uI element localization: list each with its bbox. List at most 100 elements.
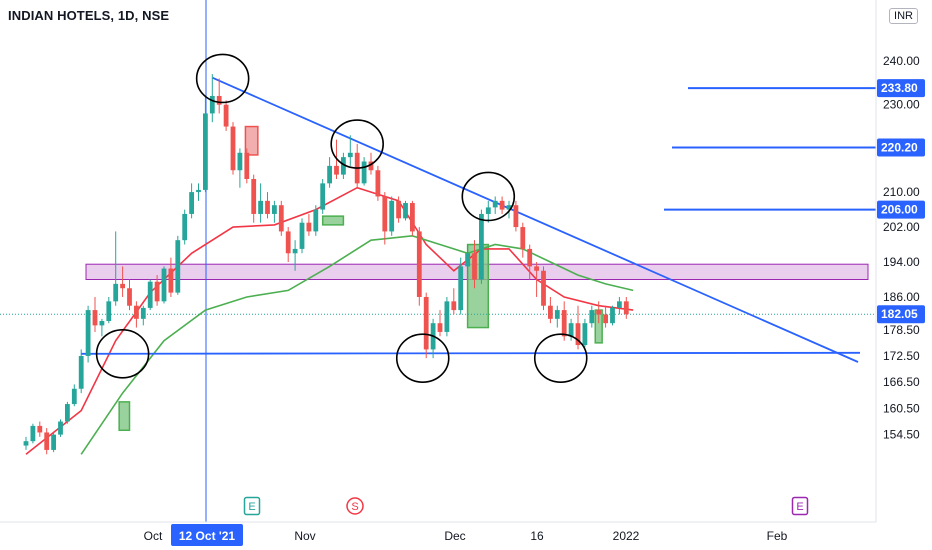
candle-61 bbox=[444, 296, 450, 337]
crosshair-date-label: 12 Oct '21 bbox=[179, 529, 236, 543]
event-marker-1[interactable]: S bbox=[346, 497, 364, 515]
range-box-1 bbox=[244, 125, 259, 156]
candle-46 bbox=[341, 152, 346, 179]
candle-32 bbox=[244, 148, 250, 184]
y-tick-label: 230.00 bbox=[883, 98, 920, 112]
candle-59 bbox=[430, 318, 436, 359]
y-tick-label: 194.00 bbox=[883, 255, 920, 269]
candle-26 bbox=[203, 95, 208, 193]
candle-47 bbox=[347, 135, 353, 166]
candle-12 bbox=[106, 296, 112, 324]
x-tick-label: Feb bbox=[767, 529, 788, 543]
candle-14 bbox=[120, 266, 125, 297]
candle-23 bbox=[182, 209, 188, 245]
last-price-label: 182.05 bbox=[881, 307, 918, 321]
x-tick-label: Oct bbox=[144, 529, 163, 543]
level-badge bbox=[877, 200, 925, 219]
event-marker-label: E bbox=[248, 501, 255, 513]
candle-51 bbox=[375, 165, 381, 201]
time-axis[interactable] bbox=[0, 522, 932, 550]
candle-75 bbox=[541, 266, 546, 311]
candle-10 bbox=[92, 296, 98, 332]
candle-24 bbox=[189, 183, 194, 219]
candle-11 bbox=[99, 318, 105, 337]
descending-trendline[interactable] bbox=[212, 77, 859, 363]
currency-button[interactable]: INR bbox=[889, 8, 918, 24]
candle-2 bbox=[37, 421, 43, 437]
candle-6 bbox=[65, 401, 70, 424]
moving-average-fast bbox=[25, 186, 634, 455]
range-box-0 bbox=[118, 401, 131, 432]
last-price-badge bbox=[877, 305, 925, 324]
highlight-circle-0 bbox=[195, 53, 250, 104]
x-tick-label: Nov bbox=[294, 529, 315, 543]
candle-3 bbox=[44, 428, 50, 455]
y-tick-label: 240.00 bbox=[883, 54, 920, 68]
candle-48 bbox=[354, 144, 360, 188]
candle-28 bbox=[216, 78, 222, 114]
candle-72 bbox=[520, 222, 526, 258]
candle-33 bbox=[251, 174, 257, 223]
candle-86 bbox=[617, 296, 622, 315]
candle-67 bbox=[485, 200, 491, 223]
chart-title: INDIAN HOTELS, 1D, NSE bbox=[8, 8, 170, 23]
y-tick-label: 178.50 bbox=[883, 323, 920, 337]
y-tick-label: 160.50 bbox=[883, 401, 920, 415]
candle-58 bbox=[423, 292, 429, 359]
event-marker-label: S bbox=[351, 501, 358, 513]
candle-29 bbox=[223, 100, 229, 131]
candle-21 bbox=[168, 257, 174, 297]
event-marker-2[interactable]: E bbox=[791, 496, 809, 516]
candle-69 bbox=[499, 196, 505, 214]
candle-16 bbox=[134, 301, 139, 328]
highlight-circle-5 bbox=[533, 333, 588, 383]
candle-81 bbox=[582, 318, 588, 348]
candle-65 bbox=[472, 240, 477, 289]
candle-35 bbox=[265, 192, 270, 219]
candle-79 bbox=[568, 318, 574, 341]
candle-83 bbox=[596, 301, 602, 324]
highlight-circle-1 bbox=[330, 119, 385, 169]
candle-42 bbox=[313, 205, 319, 236]
candle-22 bbox=[175, 235, 181, 295]
candle-7 bbox=[71, 384, 77, 407]
candle-85 bbox=[610, 305, 615, 326]
candle-18 bbox=[147, 279, 153, 311]
candle-87 bbox=[623, 296, 629, 319]
candle-4 bbox=[51, 432, 56, 453]
highlight-circle-3 bbox=[95, 328, 150, 379]
x-tick-label: 2022 bbox=[613, 529, 640, 543]
event-marker-0[interactable]: E bbox=[243, 496, 261, 516]
candle-73 bbox=[527, 244, 533, 280]
candle-17 bbox=[140, 305, 146, 326]
candle-82 bbox=[589, 305, 595, 328]
y-tick-label: 154.50 bbox=[883, 428, 920, 442]
candle-74 bbox=[534, 262, 539, 297]
candle-80 bbox=[575, 305, 581, 350]
candle-9 bbox=[85, 305, 91, 363]
candle-64 bbox=[465, 244, 470, 280]
candle-39 bbox=[292, 240, 298, 271]
candle-20 bbox=[161, 266, 167, 304]
candle-84 bbox=[603, 305, 608, 328]
level-badge-label: 233.80 bbox=[881, 81, 918, 95]
candle-41 bbox=[306, 213, 312, 236]
candle-1 bbox=[30, 423, 36, 444]
y-tick-label: 202.00 bbox=[883, 220, 920, 234]
candle-63 bbox=[458, 257, 464, 315]
support-line[interactable] bbox=[81, 351, 861, 355]
highlight-circle-4 bbox=[395, 333, 450, 383]
range-box-2 bbox=[321, 215, 345, 226]
candle-62 bbox=[451, 288, 457, 315]
highlight-circle-2 bbox=[461, 171, 516, 222]
candle-53 bbox=[389, 196, 395, 236]
crosshair-date-badge bbox=[171, 524, 243, 546]
candle-15 bbox=[127, 279, 132, 311]
candle-0 bbox=[23, 436, 29, 450]
candle-34 bbox=[258, 183, 263, 223]
candle-8 bbox=[78, 349, 84, 394]
x-tick-label: 16 bbox=[530, 529, 544, 543]
candle-31 bbox=[237, 148, 243, 188]
candle-37 bbox=[278, 200, 284, 236]
